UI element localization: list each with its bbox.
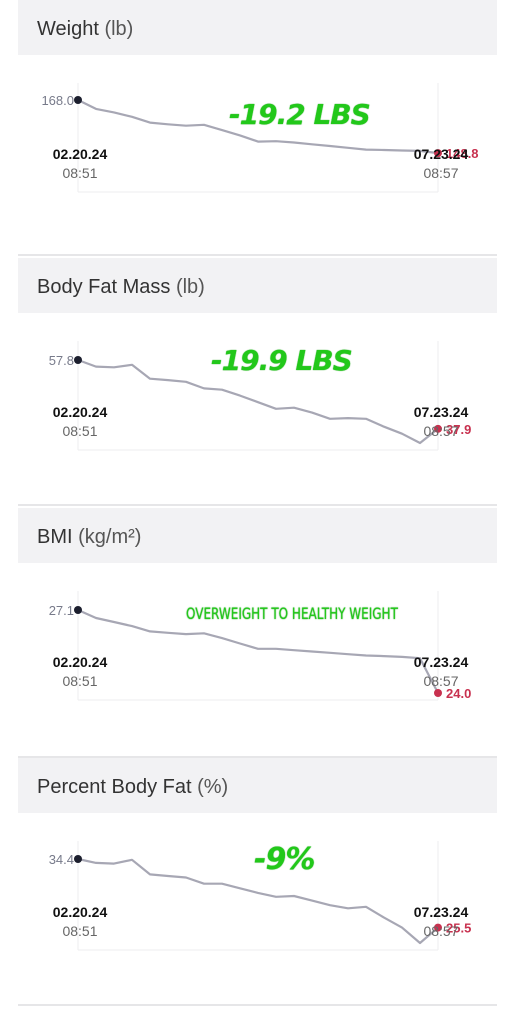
bmi-end-point	[434, 689, 442, 697]
section-divider	[18, 504, 497, 506]
body-fat-mass-title-text: Body Fat Mass	[37, 276, 171, 298]
weight-end-value-label: 148.8	[446, 146, 479, 161]
body-fat-mass-header: Body Fat Mass (lb)	[18, 258, 497, 313]
percent-body-fat-chart: 34.4 25.5	[49, 841, 471, 951]
section-divider	[18, 756, 497, 758]
body-fat-mass-end-point	[434, 424, 442, 433]
body-fat-mass-section: Body Fat Mass (lb) 57.8 37.9 -19.9 LBS 02…	[18, 258, 497, 510]
body-fat-mass-start-date: 02.20.24	[52, 404, 108, 420]
weight-title-unit: (lb)	[104, 18, 134, 40]
weight-title: Weight (lb)	[37, 18, 133, 41]
body-fat-mass-start-point	[74, 356, 82, 364]
bmi-start-value-label: 27.1	[49, 603, 74, 618]
weight-series-line	[77, 99, 439, 155]
percent-body-fat-end-value-label: 25.5	[446, 921, 471, 936]
percent-body-fat-start-date: 02.20.24	[52, 904, 108, 920]
weight-start-point	[74, 96, 82, 104]
bmi-start-date: 02.20.24	[52, 654, 108, 670]
body-fat-mass-start-time: 08:51	[62, 423, 98, 439]
body-fat-mass-series-line	[77, 358, 439, 445]
weight-start-time: 08:51	[62, 165, 98, 181]
body-fat-mass-end-value-label: 37.9	[446, 422, 471, 437]
bmi-chart: 27.1 24.0	[49, 591, 471, 701]
percent-body-fat-title-unit: (%)	[197, 776, 229, 798]
percent-body-fat-start-value-label: 34.4	[49, 852, 74, 867]
percent-body-fat-section: Percent Body Fat (%) 34.4 25.5 -9% 02.20.…	[18, 758, 497, 1010]
body-fat-mass-end-time: 08:57	[423, 423, 459, 439]
bmi-start-time: 08:51	[62, 673, 98, 689]
section-divider	[18, 1004, 497, 1006]
bmi-title: BMI (kg/m²)	[37, 526, 141, 549]
weight-annotation: -19.2 LBS	[229, 98, 371, 131]
percent-body-fat-end-date: 07.23.24	[413, 904, 469, 920]
percent-body-fat-start-time: 08:51	[62, 923, 98, 939]
bmi-section: BMI (kg/m²) 27.1 24.0 OVERWEIGHT TO HEALT…	[18, 508, 497, 760]
weight-chart: 168.0 148.8	[41, 83, 479, 193]
section-divider	[18, 254, 497, 256]
body-fat-mass-title: Body Fat Mass (lb)	[37, 276, 205, 299]
percent-body-fat-series-line	[77, 857, 439, 945]
body-fat-mass-title-unit: (lb)	[175, 276, 205, 298]
body-fat-mass-end-date: 07.23.24	[413, 404, 469, 420]
percent-body-fat-header: Percent Body Fat (%)	[18, 758, 497, 813]
percent-body-fat-title: Percent Body Fat (%)	[37, 776, 228, 799]
weight-end-date: 07.23.24	[413, 146, 469, 162]
bmi-header: BMI (kg/m²)	[18, 508, 497, 563]
percent-body-fat-annotation: -9%	[254, 842, 315, 877]
weight-section: Weight (lb) 168.0 148.8 -19.2 LBS 02.20.2…	[18, 0, 497, 252]
body-fat-mass-start-value-label: 57.8	[49, 353, 74, 368]
percent-body-fat-title-text: Percent Body Fat	[37, 776, 192, 798]
bmi-annotation: OVERWEIGHT TO HEALTHY WEIGHT	[186, 604, 398, 623]
percent-body-fat-end-time: 08:57	[423, 923, 459, 939]
weight-title-text: Weight	[37, 18, 99, 40]
weight-start-value-label: 168.0	[41, 93, 74, 108]
bmi-title-unit: (kg/m²)	[78, 526, 142, 548]
weight-start-date: 02.20.24	[52, 146, 108, 162]
body-fat-mass-chart: 57.8 37.9	[49, 341, 471, 451]
percent-body-fat-start-point	[74, 855, 82, 863]
bmi-end-date: 07.23.24	[413, 654, 469, 670]
bmi-end-time: 08:57	[423, 673, 459, 689]
weight-end-point	[434, 149, 442, 158]
body-fat-mass-annotation: -19.9 LBS	[211, 344, 353, 377]
weight-end-time: 08:57	[423, 165, 459, 181]
bmi-end-value-label: 24.0	[446, 686, 471, 701]
weight-header: Weight (lb)	[18, 0, 497, 55]
bmi-title-text: BMI	[37, 526, 73, 548]
percent-body-fat-end-point	[434, 923, 442, 932]
bmi-series-line	[77, 608, 439, 694]
bmi-start-point	[74, 606, 82, 614]
